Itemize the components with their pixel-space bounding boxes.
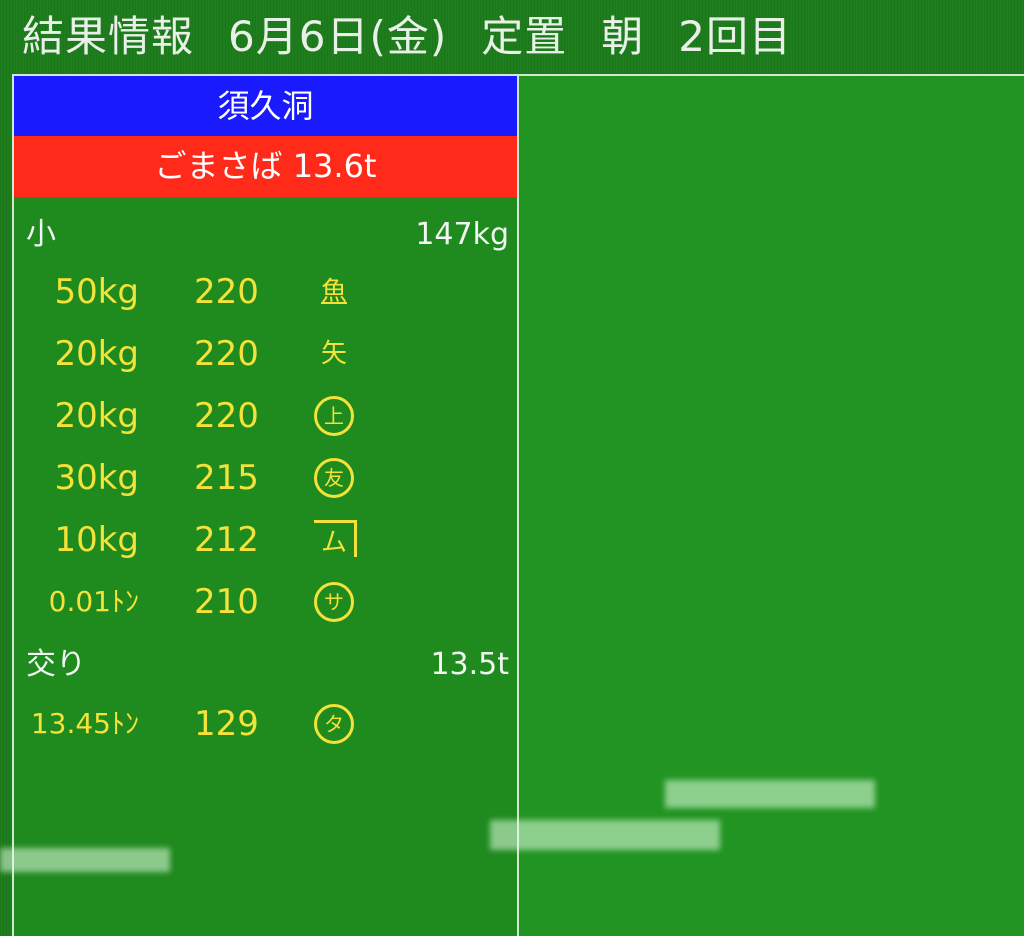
row-weight: 0.01ﾄﾝ xyxy=(48,585,139,618)
buyer-mark-icon: 上 xyxy=(314,396,354,436)
row-weight: 50kg xyxy=(54,272,139,312)
category-header: 交り 13.5t xyxy=(26,640,509,690)
row-price: 220 xyxy=(194,396,259,436)
price-row: 50kg 220 魚 xyxy=(14,264,394,320)
price-row: 13.45ﾄﾝ 129 タ xyxy=(14,696,394,752)
row-price: 220 xyxy=(194,272,259,312)
port-name: 須久洞 xyxy=(14,76,517,136)
row-price: 215 xyxy=(194,458,259,498)
buyer-mark-icon: ム xyxy=(314,520,357,558)
buyer-mark-icon: サ xyxy=(314,582,354,622)
row-weight: 20kg xyxy=(54,334,139,374)
price-row: 20kg 220 上 xyxy=(14,388,394,444)
row-weight: 30kg xyxy=(54,458,139,498)
row-price: 220 xyxy=(194,334,259,374)
category-label: 小 xyxy=(26,217,56,252)
screen-glare xyxy=(0,848,170,872)
category-weight: 147kg xyxy=(415,217,509,252)
category-weight: 13.5t xyxy=(430,647,509,682)
header-title: 結果情報 xyxy=(22,12,195,61)
price-row: 10kg 212 ム xyxy=(14,512,394,568)
price-row: 20kg 220 矢 xyxy=(14,326,394,382)
fish-name: ごまさば xyxy=(154,147,283,185)
fish-summary: ごまさば 13.6t xyxy=(14,136,517,197)
header-type: 定置 xyxy=(481,12,568,61)
category-label: 交り xyxy=(26,647,86,682)
buyer-mark-icon: 友 xyxy=(314,458,354,498)
price-row: 30kg 215 友 xyxy=(14,450,394,506)
header-session: 朝 xyxy=(601,12,645,61)
buyer-mark-icon: タ xyxy=(314,704,354,744)
screen-glare xyxy=(490,820,720,850)
row-weight: 20kg xyxy=(54,396,139,436)
row-weight: 13.45ﾄﾝ xyxy=(30,707,139,740)
row-price: 129 xyxy=(194,704,259,744)
header-date: 6月6日(金) xyxy=(228,12,448,61)
row-weight: 10kg xyxy=(54,520,139,560)
buyer-mark-icon: 矢 xyxy=(320,339,347,369)
fish-total: 13.6t xyxy=(292,147,377,185)
row-price: 212 xyxy=(194,520,259,560)
row-price: 210 xyxy=(194,582,259,622)
header-round: 2回目 xyxy=(678,12,792,61)
buyer-mark-icon: 魚 xyxy=(320,277,347,307)
category-header: 小 147kg xyxy=(26,210,509,260)
price-row: 0.01ﾄﾝ 210 サ xyxy=(14,574,394,630)
result-panel: 須久洞 ごまさば 13.6t 小 147kg 50kg 220 魚 20kg 220 矢 … xyxy=(12,74,519,936)
header-title-bar: 結果情報 6月6日(金) 定置朝 2回目 xyxy=(22,6,826,68)
screen-glare xyxy=(665,780,875,808)
